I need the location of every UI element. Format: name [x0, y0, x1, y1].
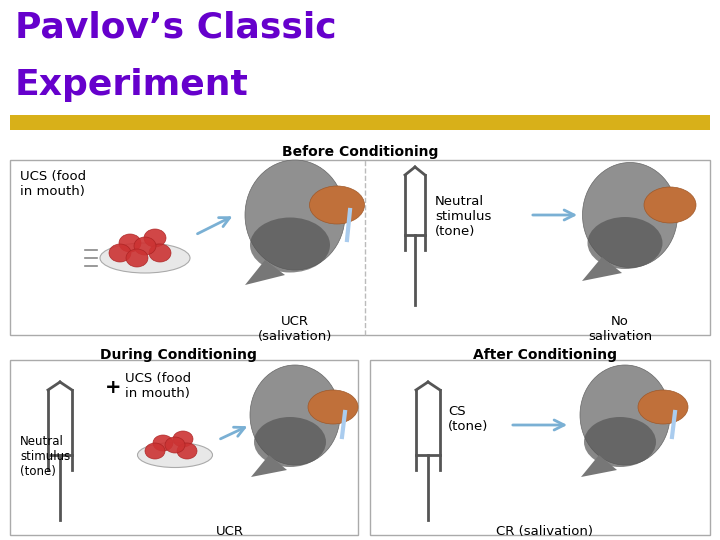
Ellipse shape — [173, 431, 193, 447]
Text: CR (salivation): CR (salivation) — [497, 525, 593, 538]
Text: Neutral
stimulus
(tone): Neutral stimulus (tone) — [435, 195, 491, 238]
Bar — [10, 115, 710, 130]
Ellipse shape — [638, 390, 688, 424]
Ellipse shape — [580, 365, 670, 465]
Text: Pavlov’s Classic: Pavlov’s Classic — [15, 10, 337, 44]
Ellipse shape — [250, 365, 340, 465]
Ellipse shape — [308, 390, 358, 424]
Ellipse shape — [109, 244, 131, 262]
Ellipse shape — [134, 237, 156, 255]
Text: UCR
(salivation): UCR (salivation) — [193, 525, 267, 540]
Ellipse shape — [119, 234, 141, 252]
Ellipse shape — [584, 417, 656, 467]
Ellipse shape — [588, 217, 662, 269]
Polygon shape — [251, 455, 287, 477]
Ellipse shape — [126, 249, 148, 267]
Ellipse shape — [138, 442, 212, 468]
Polygon shape — [245, 260, 285, 285]
Text: UCS (food
in mouth): UCS (food in mouth) — [125, 372, 191, 400]
Text: Neutral
stimulus
(tone): Neutral stimulus (tone) — [20, 435, 71, 478]
Text: UCS (food
in mouth): UCS (food in mouth) — [20, 170, 86, 198]
Ellipse shape — [310, 186, 364, 224]
Text: UCR
(salivation): UCR (salivation) — [258, 315, 332, 343]
Ellipse shape — [145, 443, 165, 459]
Ellipse shape — [254, 417, 326, 467]
Text: After Conditioning: After Conditioning — [473, 348, 617, 362]
Ellipse shape — [144, 229, 166, 247]
Text: +: + — [105, 378, 122, 397]
Ellipse shape — [100, 243, 190, 273]
Ellipse shape — [644, 187, 696, 223]
Text: Experiment: Experiment — [15, 68, 249, 102]
Text: During Conditioning: During Conditioning — [99, 348, 256, 362]
Ellipse shape — [582, 163, 678, 267]
Ellipse shape — [177, 443, 197, 459]
Text: CS
(tone): CS (tone) — [448, 405, 488, 433]
Ellipse shape — [149, 244, 171, 262]
Text: No
salivation: No salivation — [588, 315, 652, 343]
Bar — [10, 160, 710, 335]
Ellipse shape — [153, 435, 173, 451]
Text: Before Conditioning: Before Conditioning — [282, 145, 438, 159]
Ellipse shape — [245, 160, 345, 270]
Bar — [10, 360, 358, 535]
Polygon shape — [582, 257, 622, 281]
Ellipse shape — [250, 218, 330, 273]
Bar — [370, 360, 710, 535]
Polygon shape — [581, 455, 617, 477]
Ellipse shape — [165, 437, 185, 453]
